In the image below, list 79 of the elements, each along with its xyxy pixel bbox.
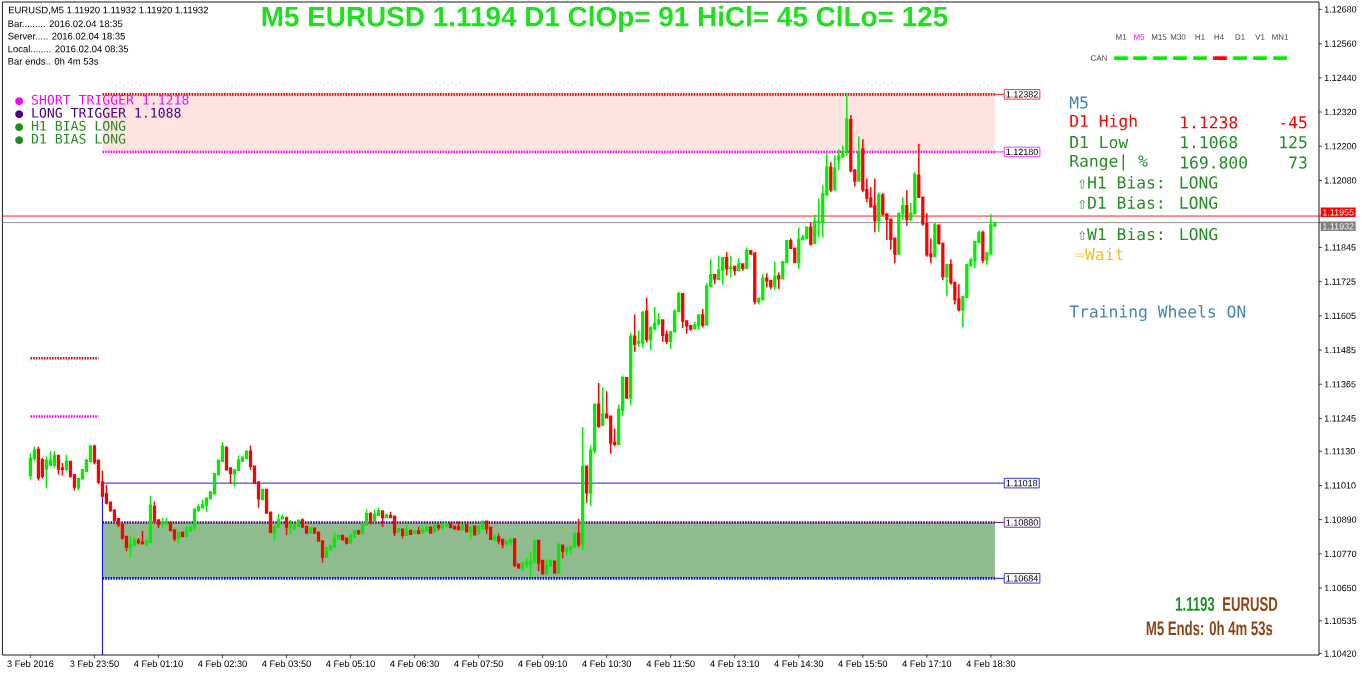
- y-tick-label: 1.11932: [1323, 223, 1354, 230]
- x-tick-label: 4 Feb 15:50: [838, 660, 888, 668]
- annotation: 1.1238: [1181, 116, 1238, 129]
- y-tick-label: 1.10535: [1324, 617, 1357, 624]
- annotation: M5 Ends: 0h 4m 53s: [1146, 620, 1273, 636]
- annotation: 73: [1289, 156, 1307, 169]
- x-tick-label: 4 Feb 07:50: [454, 660, 503, 668]
- annotation: Bar......... 2016.02.04 18:35: [8, 20, 123, 28]
- y-tick-label: 1.10650: [1324, 584, 1357, 592]
- annotation: EURUSD,M5 1.11920 1.11932 1.11920 1.11932: [8, 6, 208, 15]
- y-tick-label: 1.11485: [1324, 346, 1356, 354]
- y-tick-label: 1.10420: [1324, 650, 1357, 657]
- ref-line-label: 1.10880: [1006, 519, 1038, 526]
- annotation: ▬: [1273, 56, 1287, 60]
- annotation: M5: [1069, 96, 1088, 109]
- annotation: Server..... 2016.02.04 18:35: [8, 32, 125, 40]
- x-tick-label: 3 Feb 23:50: [70, 660, 119, 668]
- annotation: ● SHORT TRIGGER 1.1218: [15, 94, 189, 106]
- x-tick-label: 4 Feb 05:10: [326, 660, 375, 668]
- x-tick-label: 4 Feb 06:30: [390, 660, 439, 668]
- annotation: ▬: [1133, 56, 1147, 60]
- x-tick-label: 4 Feb 11:50: [646, 660, 695, 668]
- ref-line-label: 1.12180: [1006, 148, 1038, 156]
- y-tick-label: 1.12200: [1324, 143, 1357, 150]
- y-tick-label: 1.11845: [1324, 244, 1356, 251]
- annotation: Local........ 2016.02.04 08:35: [8, 45, 129, 53]
- annotation: ● D1 BIAS LONG: [15, 133, 126, 145]
- annotation: D1 Low: [1070, 136, 1129, 149]
- annotation: ⇧W1 Bias: LONG: [1079, 227, 1218, 241]
- annotation: ▬: [1213, 56, 1227, 60]
- annotation: ● H1 BIAS LONG: [15, 120, 126, 132]
- y-tick-label: 1.11010: [1324, 482, 1356, 489]
- annotation: ⇧D1 Bias: LONG: [1079, 196, 1218, 209]
- y-tick-label: 1.12680: [1324, 6, 1357, 13]
- x-tick-label: 4 Feb 09:10: [518, 660, 568, 668]
- y-tick-label: 1.11725: [1324, 278, 1356, 285]
- annotation: D1 High: [1070, 114, 1137, 131]
- x-tick-label: 4 Feb 02:30: [197, 660, 247, 668]
- annotation: Training Wheels ON: [1069, 305, 1246, 322]
- annotation: 1.1193: [1176, 596, 1215, 612]
- y-tick-label: 1.12080: [1324, 177, 1357, 184]
- annotation: ▬: [1173, 56, 1187, 60]
- ref-line-label: 1.11018: [1006, 479, 1038, 487]
- annotation: EURUSD: [1223, 596, 1278, 612]
- annotation: ▬: [1233, 56, 1247, 60]
- annotation: Range| %: [1070, 154, 1148, 171]
- annotation: ● LONG TRIGGER 1.1088: [15, 107, 181, 119]
- y-tick-label: 1.12440: [1324, 74, 1357, 81]
- x-tick-label: 4 Feb 18:30: [966, 660, 1016, 668]
- annotation: 1.1068: [1181, 136, 1238, 149]
- y-tick-label: 1.11245: [1324, 415, 1356, 422]
- annotation: ⇧H1 Bias: LONG: [1079, 175, 1218, 189]
- chart-title: M5 EURUSD 1.1194 D1 ClOp= 91 HiCl= 45 ClLo= 125: [262, 6, 948, 32]
- ref-line-label: 1.10684: [1006, 575, 1038, 582]
- y-tick-label: 1.10770: [1324, 550, 1357, 557]
- annotation: ▬: [1253, 56, 1267, 60]
- y-tick-label: 1.12320: [1324, 108, 1357, 116]
- x-tick-label: 4 Feb 10:30: [582, 660, 632, 668]
- x-tick-label: 4 Feb 14:30: [774, 660, 824, 668]
- annotation: 169.800: [1181, 156, 1248, 169]
- x-tick-label: 4 Feb 03:50: [262, 660, 311, 668]
- annotation: Bar ends.. 0h 4m 53s: [8, 57, 99, 65]
- y-tick-label: 1.10890: [1324, 516, 1357, 523]
- annotation: ▬: [1193, 56, 1207, 60]
- annotation: -45: [1281, 116, 1307, 129]
- y-tick-label: 1.11365: [1324, 381, 1356, 388]
- x-tick-label: 4 Feb 17:10: [902, 660, 952, 668]
- x-tick-label: 4 Feb 13:10: [710, 660, 760, 668]
- annotation: ▬: [1114, 56, 1128, 60]
- annotation: 125: [1280, 136, 1307, 149]
- x-tick-label: 4 Feb 01:10: [133, 660, 183, 668]
- ref-line-label: 1.12382: [1006, 91, 1038, 98]
- y-tick-label: 1.11605: [1324, 312, 1356, 319]
- y-tick-label: 1.11955: [1323, 209, 1354, 216]
- annotation: ▬: [1153, 56, 1167, 60]
- y-tick-label: 1.12560: [1324, 40, 1357, 47]
- y-tick-label: 1.11130: [1324, 448, 1355, 455]
- annotation: ⇨Wait: [1075, 247, 1123, 261]
- x-tick-label: 3 Feb 2016: [7, 660, 54, 668]
